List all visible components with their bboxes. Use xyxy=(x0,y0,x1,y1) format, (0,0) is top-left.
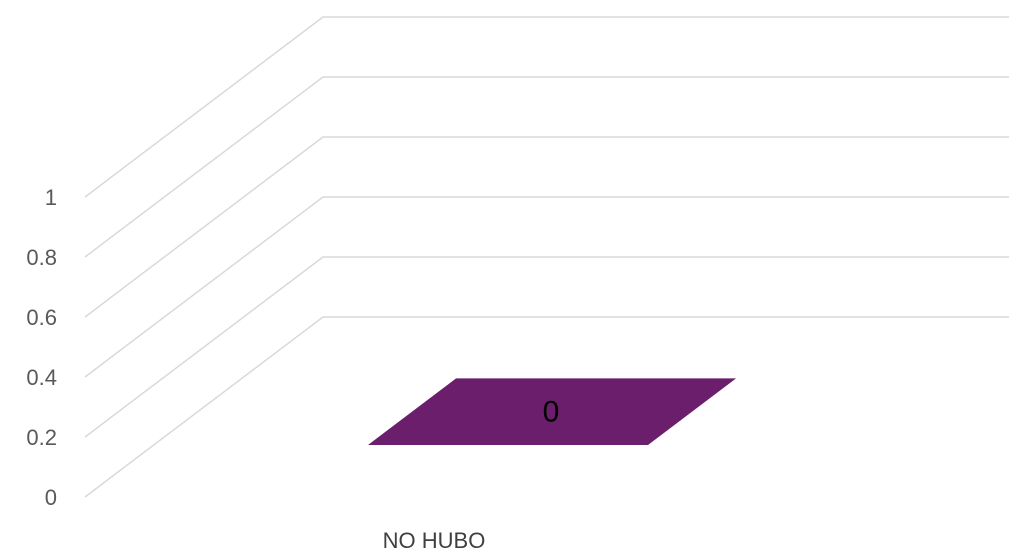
data-label: 0 xyxy=(543,396,560,429)
gridlines xyxy=(84,16,1009,498)
gridline xyxy=(84,76,1009,258)
gridline xyxy=(84,16,1009,198)
y-tick-label: 0.2 xyxy=(26,425,57,450)
x-category-label: NO HUBO xyxy=(383,528,486,553)
gridline xyxy=(84,196,1009,378)
gridline xyxy=(84,136,1009,318)
y-tick-label: 0 xyxy=(45,485,57,510)
y-tick-label: 0.8 xyxy=(26,245,57,270)
y-tick-label: 0.4 xyxy=(26,365,57,390)
gridline xyxy=(84,256,1009,438)
x-axis-categories: NO HUBO xyxy=(383,528,486,553)
bars: 0 xyxy=(368,378,737,445)
y-tick-label: 0.6 xyxy=(26,305,57,330)
y-axis-ticks: 0 0.2 0.4 0.6 0.8 1 xyxy=(26,185,57,510)
bar xyxy=(368,378,737,445)
y-tick-label: 1 xyxy=(45,185,57,210)
gridline xyxy=(84,316,1009,498)
